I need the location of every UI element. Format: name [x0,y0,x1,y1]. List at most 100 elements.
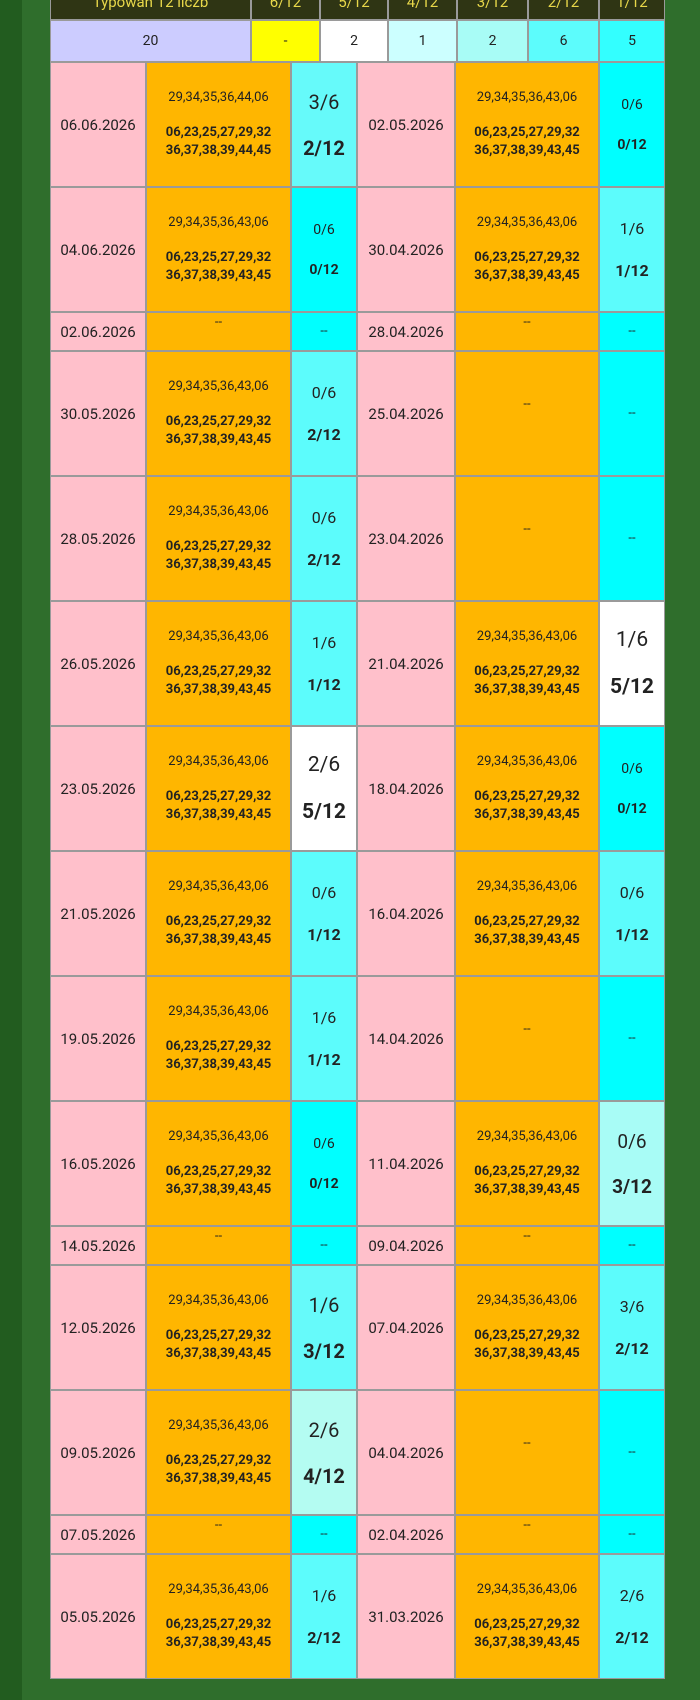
numbers-cell: 29,34,35,36,43,06 06,23,25,27,29,32 36,37,… [146,1390,291,1515]
result-line: 0/6 [311,882,337,902]
result-cell: -- [291,1515,357,1554]
date-cell: 28.04.2026 [357,312,455,351]
date-cell: 28.05.2026 [50,476,146,601]
numbers-cell: 29,34,35,36,43,06 06,23,25,27,29,32 36,37,… [455,187,599,312]
numbers-cell: 29,34,35,36,43,06 06,23,25,27,29,32 36,37,… [455,1265,599,1390]
number-line: 06,23,25,27,29,32 [165,414,272,429]
date-cell: 19.05.2026 [50,976,146,1101]
result-line: -- [628,1445,636,1460]
numbers-cell: 29,34,35,36,43,06 06,23,25,27,29,32 36,37,… [146,851,291,976]
number-line: 29,34,35,36,43,06 [476,1582,578,1597]
number-line: 29,34,35,36,43,06 [476,1129,578,1144]
result-line: 1/6 [311,1585,337,1605]
result-line: 1/6 [615,627,649,652]
result-cell: -- [599,1226,665,1265]
result-line: 2/6 [307,752,341,777]
numbers-cell: 29,34,35,36,43,06 06,23,25,27,29,32 36,37,… [455,62,599,187]
result-cell: 0/6 3/12 [599,1101,665,1226]
number-line: 36,37,38,39,43,45 [165,1635,272,1650]
date-cell: 06.06.2026 [50,62,146,187]
number-line: 29,34,35,36,43,06 [476,879,578,894]
number-line: 06,23,25,27,29,32 [474,1164,580,1179]
number-line: 06,23,25,27,29,32 [474,125,580,140]
result-cell: 1/6 1/12 [291,976,357,1101]
date-cell: 23.04.2026 [357,476,455,601]
result-line: 0/6 [313,221,335,238]
number-line: 06,23,25,27,29,32 [165,664,272,679]
result-cell: -- [599,351,665,476]
numbers-cell: -- [455,1226,599,1265]
result-line: 0/12 [309,1175,339,1192]
result-line: 1/12 [307,1049,341,1069]
summary-cell: 20 [50,20,251,62]
number-line: 06,23,25,27,29,32 [474,664,580,679]
date-cell: 23.05.2026 [50,726,146,851]
numbers-cell: -- [455,1390,599,1515]
result-line: 1/12 [307,924,341,944]
result-line: 3/12 [303,1338,345,1363]
header-cell: Typowań 12 liczb [50,0,251,20]
date-cell: 25.04.2026 [357,351,455,476]
result-line: 1/6 [311,1007,337,1027]
number-line: 36,37,38,39,44,45 [165,143,272,158]
number-line: 29,34,35,36,43,06 [476,90,578,105]
result-line: 3/6 [308,89,340,114]
result-cell: -- [291,312,357,351]
result-line: 3/6 [619,1296,645,1316]
date-cell: 02.05.2026 [357,62,455,187]
result-line: 0/6 [621,760,643,777]
number-line: 29,34,35,36,43,06 [168,879,269,894]
header-cell: 3/12 [457,0,528,20]
result-line: -- [320,324,328,339]
result-cell: 0/6 0/12 [291,187,357,312]
date-cell: 05.05.2026 [50,1554,146,1679]
result-line: 0/12 [617,800,647,817]
number-line: 36,37,38,39,43,45 [474,1182,580,1197]
number-line: 29,34,35,36,43,06 [168,1418,269,1433]
date-cell: 02.06.2026 [50,312,146,351]
result-line: 2/6 [308,1417,340,1442]
result-line: -- [628,324,636,339]
result-cell: -- [291,1226,357,1265]
result-cell: 2/6 4/12 [291,1390,357,1515]
result-cell: -- [599,312,665,351]
number-line: -- [214,1229,223,1244]
numbers-cell: -- [455,476,599,601]
number-line: -- [523,315,531,330]
number-line: 29,34,35,36,43,06 [476,215,578,230]
summary-cell: - [251,20,320,62]
number-line: 06,23,25,27,29,32 [474,1617,580,1632]
number-line: 06,23,25,27,29,32 [474,250,580,265]
result-line: 1/6 [619,218,645,238]
number-line: -- [214,1518,223,1533]
result-line: 0/6 [311,382,337,402]
number-line: 36,37,38,39,43,45 [165,557,272,572]
result-cell: 0/6 2/12 [291,351,357,476]
header-cell: 5/12 [320,0,388,20]
result-cell: 0/6 0/12 [291,1101,357,1226]
result-cell: 0/6 2/12 [291,476,357,601]
number-line: 29,34,35,36,43,06 [476,754,578,769]
number-line: -- [523,1022,531,1037]
number-line: 36,37,38,39,43,45 [165,1346,272,1361]
result-cell: 3/6 2/12 [599,1265,665,1390]
number-line: 29,34,35,36,43,06 [168,1582,269,1597]
number-line: 29,34,35,36,43,06 [168,504,269,519]
number-line: 36,37,38,39,43,45 [165,807,272,822]
number-line: 36,37,38,39,43,45 [165,1182,272,1197]
numbers-cell: 29,34,35,36,43,06 06,23,25,27,29,32 36,37,… [146,976,291,1101]
number-line: 29,34,35,36,43,06 [476,629,578,644]
number-line: 29,34,35,36,43,06 [168,1004,269,1019]
result-cell: 2/6 2/12 [599,1554,665,1679]
result-line: 0/6 [617,1129,647,1153]
result-line: 0/6 [311,507,337,527]
date-cell: 16.04.2026 [357,851,455,976]
result-line: 2/12 [303,135,345,160]
result-line: 2/12 [307,549,341,569]
result-line: 1/12 [307,674,341,694]
result-line: 5/12 [302,799,346,824]
numbers-cell: 29,34,35,36,43,06 06,23,25,27,29,32 36,37,… [455,726,599,851]
numbers-cell: -- [146,1515,291,1554]
number-line: 06,23,25,27,29,32 [474,1328,580,1343]
numbers-cell: 29,34,35,36,43,06 06,23,25,27,29,32 36,37,… [146,601,291,726]
